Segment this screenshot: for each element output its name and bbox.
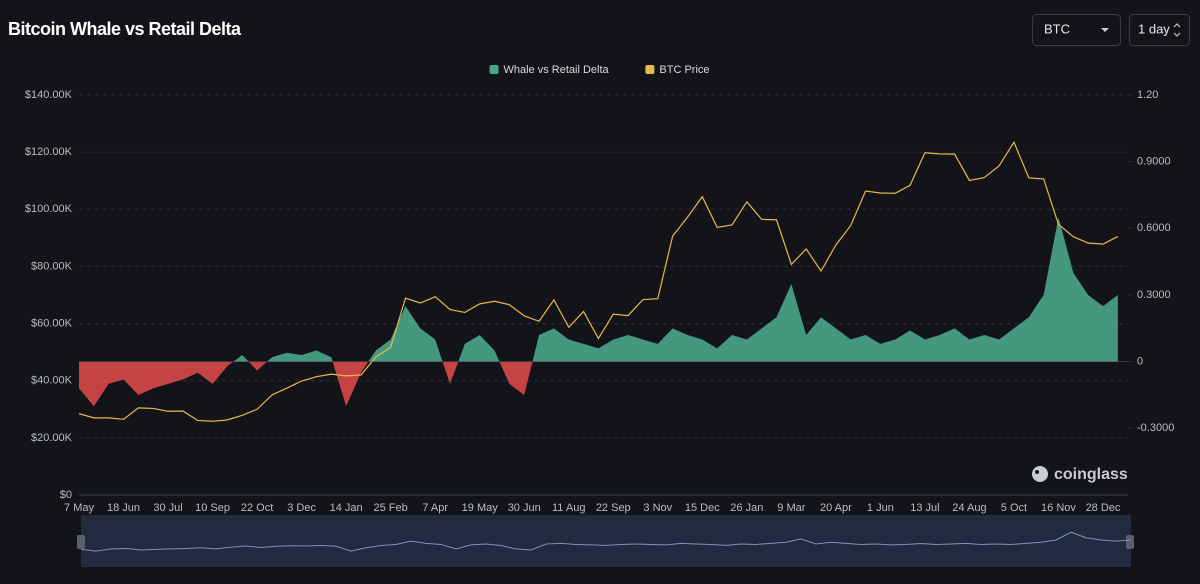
x-tick-label: 14 Jan: [330, 502, 363, 514]
interval-select[interactable]: 1 day: [1129, 14, 1190, 46]
y-tick-label: $140.00K: [25, 89, 73, 101]
y-tick-label: $0: [60, 489, 72, 501]
x-tick-label: 3 Dec: [287, 502, 316, 514]
asset-select-box[interactable]: [1032, 14, 1121, 46]
y2-tick-label: 0.9000: [1137, 156, 1171, 168]
navigator-handle[interactable]: [1126, 535, 1134, 549]
y2-tick-label: -0.3000: [1137, 422, 1174, 434]
x-tick-label: 15 Dec: [685, 502, 720, 514]
interval-select-box[interactable]: [1129, 14, 1190, 46]
delta-area: [79, 217, 1118, 407]
legend-label[interactable]: Whale vs Retail Delta: [504, 64, 610, 76]
legend-item[interactable]: Whale vs Retail Delta: [489, 64, 610, 76]
stepper-icon[interactable]: [1173, 23, 1181, 37]
y2-tick-label: 0.3000: [1137, 289, 1171, 301]
x-tick-label: 3 Nov: [643, 502, 672, 514]
y-tick-label: $80.00K: [31, 260, 73, 272]
x-tick-label: 18 Jun: [107, 502, 140, 514]
x-tick-label: 10 Sep: [195, 502, 230, 514]
asset-select-label[interactable]: BTC: [1044, 21, 1070, 36]
x-tick-label: 20 Apr: [820, 502, 852, 514]
legend-label[interactable]: BTC Price: [659, 64, 709, 76]
x-tick-label: 16 Nov: [1041, 502, 1076, 514]
x-tick-label: 5 Oct: [1001, 502, 1027, 514]
x-tick-label: 24 Aug: [952, 502, 986, 514]
dropdown-arrow[interactable]: [1101, 28, 1109, 32]
y-tick-label: $100.00K: [25, 203, 73, 215]
x-tick-label: 7 Apr: [422, 502, 448, 514]
navigator-handle[interactable]: [77, 535, 85, 549]
x-tick-label: 9 Mar: [777, 502, 805, 514]
legend-item[interactable]: BTC Price: [645, 64, 710, 76]
watermark: coinglass: [1032, 466, 1128, 483]
watermark-logo-eye: [1035, 470, 1039, 474]
x-tick-label: 11 Aug: [552, 502, 585, 514]
x-tick-label: 26 Jan: [730, 502, 763, 514]
x-tick-label: 22 Oct: [241, 502, 273, 514]
asset-select[interactable]: BTC: [1032, 14, 1121, 46]
legend-swatch[interactable]: [645, 65, 655, 74]
x-tick-label: 25 Feb: [374, 502, 408, 514]
chart-title: Bitcoin Whale vs Retail Delta: [8, 19, 242, 39]
interval-select-label[interactable]: 1 day: [1138, 21, 1170, 36]
legend-swatch[interactable]: [489, 65, 499, 74]
y2-tick-label: 1.20: [1137, 89, 1158, 101]
x-tick-label: 30 Jun: [508, 502, 541, 514]
x-tick-label: 7 May: [64, 502, 94, 514]
navigator[interactable]: [81, 515, 1131, 567]
x-tick-label: 13 Jul: [910, 502, 939, 514]
watermark-text: coinglass: [1054, 466, 1128, 483]
navigator-line: [80, 531, 1132, 552]
y-tick-label: $120.00K: [25, 146, 73, 158]
x-tick-label: 19 May: [462, 502, 499, 514]
watermark-logo: [1032, 466, 1048, 482]
y-tick-label: $40.00K: [31, 375, 73, 387]
y2-tick-label: 0: [1137, 356, 1143, 368]
price-line: [79, 140, 1119, 422]
y2-tick-label: 0.6000: [1137, 222, 1171, 234]
x-tick-label: 28 Dec: [1086, 502, 1121, 514]
x-tick-label: 30 Jul: [153, 502, 182, 514]
x-tick-label: 22 Sep: [596, 502, 631, 514]
y-tick-label: $20.00K: [31, 432, 73, 444]
y-tick-label: $60.00K: [31, 317, 73, 329]
x-tick-label: 1 Jun: [867, 502, 894, 514]
